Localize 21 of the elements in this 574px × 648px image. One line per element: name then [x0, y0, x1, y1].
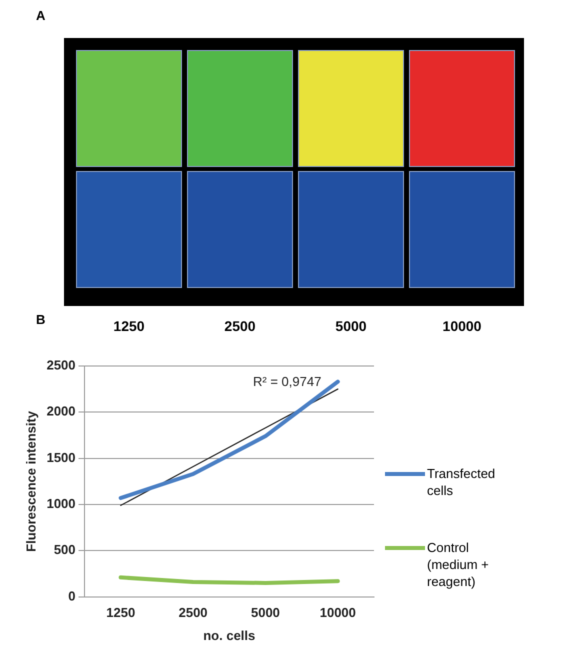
legend-label: Control (medium + reagent) — [427, 539, 490, 590]
y-tick-label: 1000 — [46, 496, 76, 512]
x-tick-label: 5000 — [250, 605, 280, 620]
x-axis-title: no. cells — [203, 628, 256, 643]
chart-title: B — [36, 312, 46, 327]
x-tick-label: 1250 — [106, 605, 136, 620]
y-tick-label: 2000 — [46, 404, 76, 419]
x-tick-label: 2500 — [178, 605, 208, 620]
y-tick-label: 0 — [68, 588, 76, 604]
category-label: 1250 — [112, 318, 146, 334]
text: A — [36, 8, 46, 23]
x-tick-label: 10000 — [320, 605, 356, 620]
y-tick-label: 1500 — [46, 450, 76, 465]
category-label: 5000 — [334, 318, 368, 334]
y-axis-title: Fluorescence intensity — [23, 410, 38, 552]
category-label: 10000 — [442, 318, 482, 334]
y-tick-label: 2500 — [46, 358, 76, 373]
category-label: 2500 — [223, 318, 257, 334]
annotation: R² = 0,9747 — [253, 374, 322, 390]
legend-label: Transfected cells — [427, 465, 496, 499]
y-tick-label: 500 — [54, 542, 76, 558]
